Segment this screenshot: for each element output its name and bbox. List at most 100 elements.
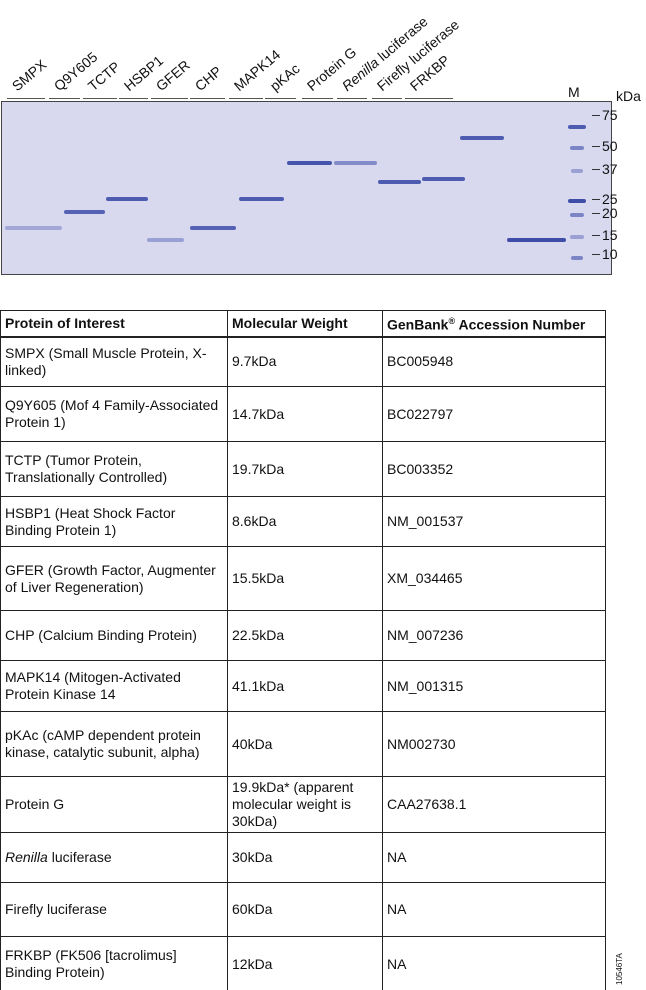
- marker-tick-label: 20: [602, 205, 618, 221]
- cell-protein: Q9Y605 (Mof 4 Family-Associated Protein …: [0, 386, 228, 443]
- header-protein: Protein of Interest: [0, 309, 228, 338]
- lane-underline: [337, 98, 367, 99]
- cell-mw: 15.5kDa: [227, 546, 383, 612]
- protein-band: [571, 256, 583, 260]
- cell-mw: 14.7kDa: [227, 386, 383, 443]
- cell-acc: NA: [382, 936, 606, 990]
- header-accession: GenBank® Accession Number: [382, 309, 606, 338]
- protein-band: [287, 161, 332, 165]
- table-row: Q9Y605 (Mof 4 Family-Associated Protein …: [0, 386, 606, 443]
- cell-mw: 9.7kDa: [227, 336, 383, 388]
- sds-page-gel: [1, 101, 612, 275]
- marker-tick: [592, 254, 600, 255]
- lane-underline: [265, 98, 296, 99]
- lane-underline: [372, 98, 402, 99]
- marker-label: M: [568, 84, 580, 100]
- protein-band: [64, 210, 105, 214]
- marker-tick-label: 25: [602, 191, 618, 207]
- table-row: pKAc (cAMP dependent protein kinase, cat…: [0, 711, 606, 778]
- lane-underline: [302, 98, 333, 99]
- table-row: FRKBP (FK506 [tacrolimus] Binding Protei…: [0, 936, 606, 990]
- cell-protein: HSBP1 (Heat Shock Factor Binding Protein…: [0, 496, 228, 548]
- cell-acc: NA: [382, 882, 606, 938]
- cell-acc: NM_001315: [382, 660, 606, 713]
- cell-mw: 8.6kDa: [227, 496, 383, 548]
- protein-band: [568, 199, 586, 203]
- marker-tick-label: 50: [602, 138, 618, 154]
- lane-label: CHP: [191, 62, 225, 94]
- table-row: HSBP1 (Heat Shock Factor Binding Protein…: [0, 496, 606, 548]
- cell-protein: FRKBP (FK506 [tacrolimus] Binding Protei…: [0, 936, 228, 990]
- cell-mw: 60kDa: [227, 882, 383, 938]
- protein-band: [147, 238, 184, 242]
- marker-tick: [592, 115, 600, 116]
- cell-mw: 30kDa: [227, 832, 383, 884]
- cell-acc: BC022797: [382, 386, 606, 443]
- protein-band: [334, 161, 377, 165]
- protein-band: [460, 136, 504, 140]
- marker-tick: [592, 146, 600, 147]
- protein-table: Protein of Interest Molecular Weight Gen…: [0, 309, 606, 990]
- protein-band: [239, 197, 284, 201]
- cell-protein: Firefly luciferase: [0, 882, 228, 938]
- lane-underline: [119, 98, 148, 99]
- marker-tick-label: 10: [602, 246, 618, 262]
- cell-acc: CAA27638.1: [382, 776, 606, 834]
- cell-acc: NM002730: [382, 711, 606, 778]
- protein-band: [5, 226, 62, 230]
- marker-tick-label: 75: [602, 107, 618, 123]
- cell-mw: 41.1kDa: [227, 660, 383, 713]
- cell-mw: 19.9kDa* (apparent molecular weight is 3…: [227, 776, 383, 834]
- lane-underline: [7, 98, 45, 99]
- cell-acc: NA: [382, 832, 606, 884]
- cell-acc: NM_007236: [382, 610, 606, 662]
- cell-acc: BC003352: [382, 441, 606, 498]
- protein-band: [571, 169, 583, 173]
- table-row: Firefly luciferase 60kDa NA: [0, 882, 606, 938]
- cell-protein: Renilla luciferase: [0, 832, 228, 884]
- protein-band: [422, 177, 465, 181]
- cell-protein: Protein G: [0, 776, 228, 834]
- cell-acc: XM_034465: [382, 546, 606, 612]
- lane-underline: [83, 98, 117, 99]
- protein-band: [570, 235, 584, 239]
- cell-protein: MAPK14 (Mitogen-Activated Protein Kinase…: [0, 660, 228, 713]
- protein-band: [106, 197, 148, 201]
- marker-tick: [592, 169, 600, 170]
- lane-underline: [405, 98, 453, 99]
- marker-tick: [592, 235, 600, 236]
- cell-mw: 19.7kDa: [227, 441, 383, 498]
- table-row: GFER (Growth Factor, Augmenter of Liver …: [0, 546, 606, 612]
- table-row: MAPK14 (Mitogen-Activated Protein Kinase…: [0, 660, 606, 713]
- table-row: SMPX (Small Muscle Protein, X-linked) 9.7…: [0, 336, 606, 388]
- cell-protein: CHP (Calcium Binding Protein): [0, 610, 228, 662]
- cell-acc: BC005948: [382, 336, 606, 388]
- cell-protein: pKAc (cAMP dependent protein kinase, cat…: [0, 711, 228, 778]
- figure-code: 10546TA: [615, 953, 624, 985]
- marker-tick-label: 15: [602, 227, 618, 243]
- header-mw: Molecular Weight: [227, 309, 383, 338]
- marker-tick: [592, 199, 600, 200]
- marker-tick: [592, 213, 600, 214]
- cell-mw: 12kDa: [227, 936, 383, 990]
- table-header-row: Protein of Interest Molecular Weight Gen…: [0, 309, 606, 338]
- protein-band: [570, 213, 584, 217]
- cell-mw: 40kDa: [227, 711, 383, 778]
- protein-band: [568, 125, 586, 129]
- cell-protein: SMPX (Small Muscle Protein, X-linked): [0, 336, 228, 388]
- protein-band: [190, 226, 236, 230]
- cell-mw: 22.5kDa: [227, 610, 383, 662]
- lane-underline: [229, 98, 263, 99]
- cell-protein: TCTP (Tumor Protein, Translationally Con…: [0, 441, 228, 498]
- table-row: Protein G 19.9kDa* (apparent molecular we…: [0, 776, 606, 834]
- protein-band: [570, 146, 584, 150]
- unit-label: kDa: [616, 88, 641, 104]
- lane-underline: [190, 98, 225, 99]
- lane-label: SMPX: [8, 56, 50, 94]
- protein-band: [378, 180, 421, 184]
- cell-protein: GFER (Growth Factor, Augmenter of Liver …: [0, 546, 228, 612]
- table-row: TCTP (Tumor Protein, Translationally Con…: [0, 441, 606, 498]
- table-row: CHP (Calcium Binding Protein) 22.5kDa NM_0…: [0, 610, 606, 662]
- cell-acc: NM_001537: [382, 496, 606, 548]
